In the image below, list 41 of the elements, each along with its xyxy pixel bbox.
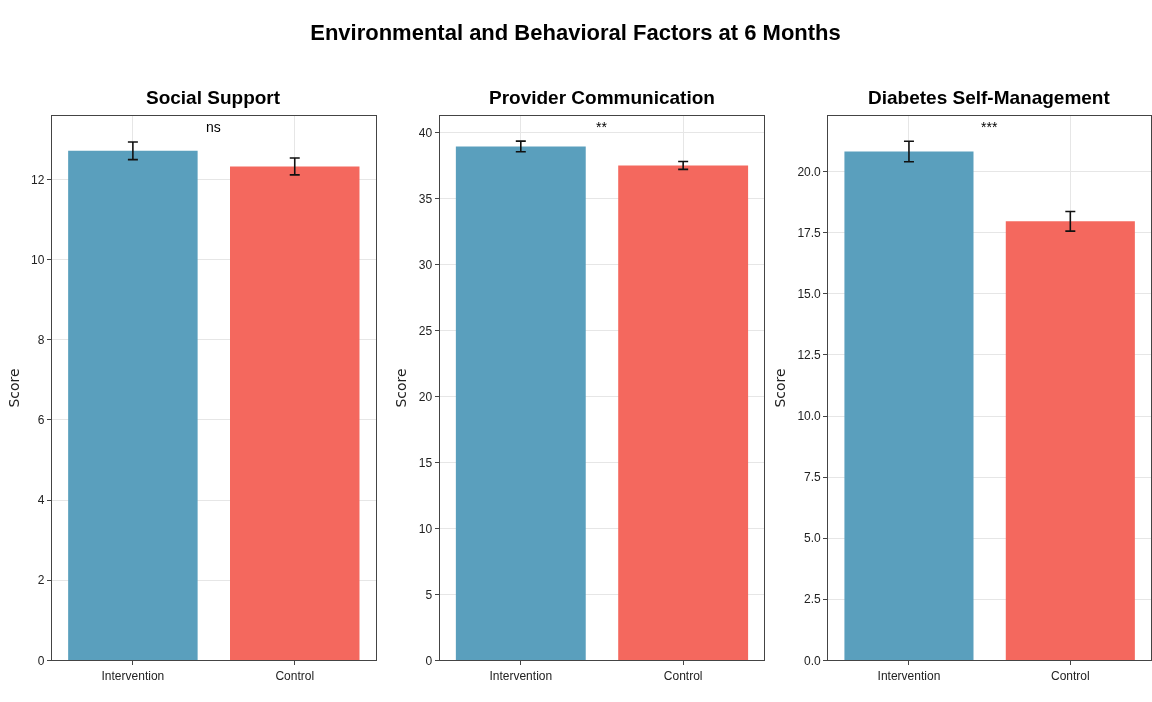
annotation: ns bbox=[206, 119, 221, 135]
x-tick-label: Intervention bbox=[101, 668, 165, 683]
y-tick-label: 4 bbox=[37, 493, 45, 508]
y-tick-label: 12.5 bbox=[797, 348, 822, 363]
y-tick-label: 12 bbox=[31, 172, 45, 187]
y-tick-label: 17.5 bbox=[797, 226, 822, 241]
x-tick-label: Control bbox=[1050, 668, 1090, 683]
y-tick-label: 15 bbox=[418, 455, 433, 470]
y-tick-label: 2.5 bbox=[804, 592, 822, 607]
chart-title: Social Support bbox=[146, 87, 281, 108]
y-tick-label: 30 bbox=[418, 257, 433, 272]
annotation: ** bbox=[596, 119, 608, 135]
y-tick-label: 8 bbox=[37, 333, 45, 348]
y-tick-label: 7.5 bbox=[804, 470, 822, 485]
x-tick-label: Control bbox=[275, 668, 315, 683]
x-tick-label: Control bbox=[663, 668, 703, 683]
x-tick-label: Intervention bbox=[489, 668, 553, 683]
y-tick-label: 5.0 bbox=[804, 531, 822, 546]
y-tick-label: 35 bbox=[418, 191, 433, 206]
y-axis-title: Score bbox=[772, 368, 789, 408]
y-tick-label: 15.0 bbox=[797, 287, 822, 302]
y-tick-label: 0.0 bbox=[804, 653, 822, 668]
y-tick-label: 25 bbox=[418, 323, 433, 338]
chart-title: Provider Communication bbox=[489, 87, 715, 108]
y-tick-label: 10 bbox=[418, 521, 433, 536]
y-axis-title: Score bbox=[5, 368, 22, 408]
y-axis-title: Score bbox=[393, 368, 410, 408]
y-tick-label: 6 bbox=[37, 413, 45, 428]
y-tick-label: 20 bbox=[418, 389, 433, 404]
y-tick-label: 10 bbox=[31, 252, 45, 267]
text: Environmental and Behavioral Factors at 6 Months bbox=[310, 19, 841, 45]
y-tick-label: 0 bbox=[37, 653, 45, 668]
y-tick-label: 0 bbox=[425, 653, 433, 668]
chart-title: Diabetes Self-Management bbox=[868, 87, 1111, 108]
y-tick-label: 40 bbox=[418, 125, 433, 140]
x-tick-label: Intervention bbox=[877, 668, 941, 683]
y-tick-label: 5 bbox=[425, 587, 433, 602]
y-tick-label: 10.0 bbox=[797, 409, 822, 424]
y-tick-label: 20.0 bbox=[797, 164, 822, 179]
y-tick-label: 2 bbox=[37, 573, 45, 588]
annotation: *** bbox=[981, 119, 998, 135]
